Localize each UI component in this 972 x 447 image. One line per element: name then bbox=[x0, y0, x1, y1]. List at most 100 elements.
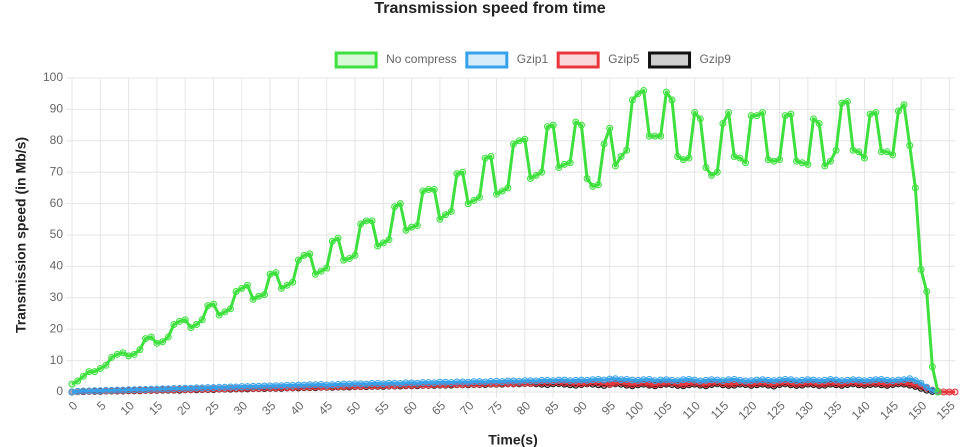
point bbox=[402, 226, 410, 234]
point bbox=[510, 377, 517, 385]
point bbox=[498, 378, 506, 386]
point bbox=[79, 387, 87, 395]
point bbox=[504, 377, 512, 385]
point bbox=[464, 378, 472, 386]
point bbox=[651, 132, 659, 140]
point bbox=[125, 352, 133, 360]
point bbox=[866, 376, 874, 384]
point bbox=[260, 291, 268, 299]
point bbox=[396, 380, 404, 388]
point bbox=[142, 335, 150, 343]
point bbox=[787, 376, 795, 384]
point bbox=[277, 382, 285, 390]
point bbox=[272, 382, 280, 390]
y-axis-title: Transmission speed (in Mb/s) bbox=[13, 137, 29, 333]
x-tick-label: 95 bbox=[599, 398, 619, 418]
point bbox=[419, 379, 427, 387]
point bbox=[787, 110, 795, 118]
point bbox=[74, 377, 82, 385]
point bbox=[651, 377, 659, 385]
point bbox=[210, 384, 218, 392]
point bbox=[317, 380, 325, 388]
legend-swatch bbox=[556, 51, 600, 69]
point bbox=[753, 376, 761, 384]
point bbox=[770, 377, 778, 385]
point bbox=[476, 193, 484, 201]
point bbox=[594, 181, 602, 189]
point bbox=[243, 281, 251, 289]
point bbox=[759, 376, 767, 384]
point bbox=[283, 381, 291, 389]
x-tick-label: 135 bbox=[820, 398, 844, 422]
point bbox=[668, 376, 676, 384]
point bbox=[702, 163, 710, 171]
point bbox=[543, 376, 551, 384]
point bbox=[934, 388, 942, 396]
point bbox=[883, 148, 891, 156]
point bbox=[306, 381, 314, 389]
point bbox=[249, 382, 257, 390]
point bbox=[577, 121, 585, 129]
point bbox=[130, 386, 138, 394]
point bbox=[351, 251, 359, 259]
x-tick-label: 85 bbox=[542, 398, 562, 418]
point bbox=[645, 375, 653, 383]
point bbox=[832, 146, 840, 154]
point bbox=[691, 109, 699, 117]
point bbox=[560, 376, 568, 384]
y-tick-label: 70 bbox=[50, 164, 64, 178]
point bbox=[498, 187, 506, 195]
point bbox=[306, 250, 314, 258]
chart-title: Transmission speed from time bbox=[374, 0, 605, 17]
point bbox=[549, 377, 557, 385]
point bbox=[826, 375, 834, 383]
x-tick-label: 90 bbox=[570, 398, 590, 418]
point bbox=[679, 156, 687, 164]
point bbox=[532, 377, 540, 385]
point bbox=[793, 157, 801, 165]
point bbox=[606, 375, 614, 383]
point bbox=[430, 379, 438, 387]
point bbox=[340, 256, 348, 264]
point bbox=[232, 383, 240, 391]
point bbox=[798, 376, 806, 384]
point bbox=[889, 377, 897, 385]
point bbox=[685, 375, 693, 383]
point bbox=[532, 171, 540, 179]
x-tick-label: 25 bbox=[203, 398, 223, 418]
point bbox=[759, 109, 767, 117]
point bbox=[838, 99, 846, 107]
point bbox=[351, 380, 359, 388]
point bbox=[674, 377, 682, 385]
point bbox=[821, 162, 829, 170]
point bbox=[317, 267, 325, 275]
legend-item[interactable]: No compress bbox=[334, 51, 457, 69]
point bbox=[917, 379, 925, 387]
point bbox=[493, 377, 501, 385]
point bbox=[340, 380, 348, 388]
point bbox=[425, 379, 433, 387]
point bbox=[798, 159, 806, 167]
point bbox=[883, 376, 891, 384]
point bbox=[447, 379, 455, 387]
point bbox=[696, 377, 704, 385]
point bbox=[193, 320, 201, 328]
point bbox=[243, 383, 251, 391]
point bbox=[940, 388, 948, 396]
point bbox=[85, 387, 93, 395]
legend-label: Gzip5 bbox=[608, 52, 640, 66]
point bbox=[628, 96, 636, 104]
point bbox=[719, 377, 727, 385]
point bbox=[379, 239, 387, 247]
point bbox=[764, 156, 772, 164]
point bbox=[238, 284, 246, 292]
legend-item[interactable]: Gzip1 bbox=[465, 51, 549, 69]
point bbox=[826, 157, 834, 165]
point bbox=[334, 234, 342, 242]
legend-item[interactable]: Gzip5 bbox=[556, 51, 640, 69]
point bbox=[68, 380, 76, 388]
point bbox=[668, 96, 676, 104]
x-tick-label: 40 bbox=[287, 398, 307, 418]
legend-item[interactable]: Gzip9 bbox=[648, 51, 732, 69]
point bbox=[753, 112, 761, 120]
